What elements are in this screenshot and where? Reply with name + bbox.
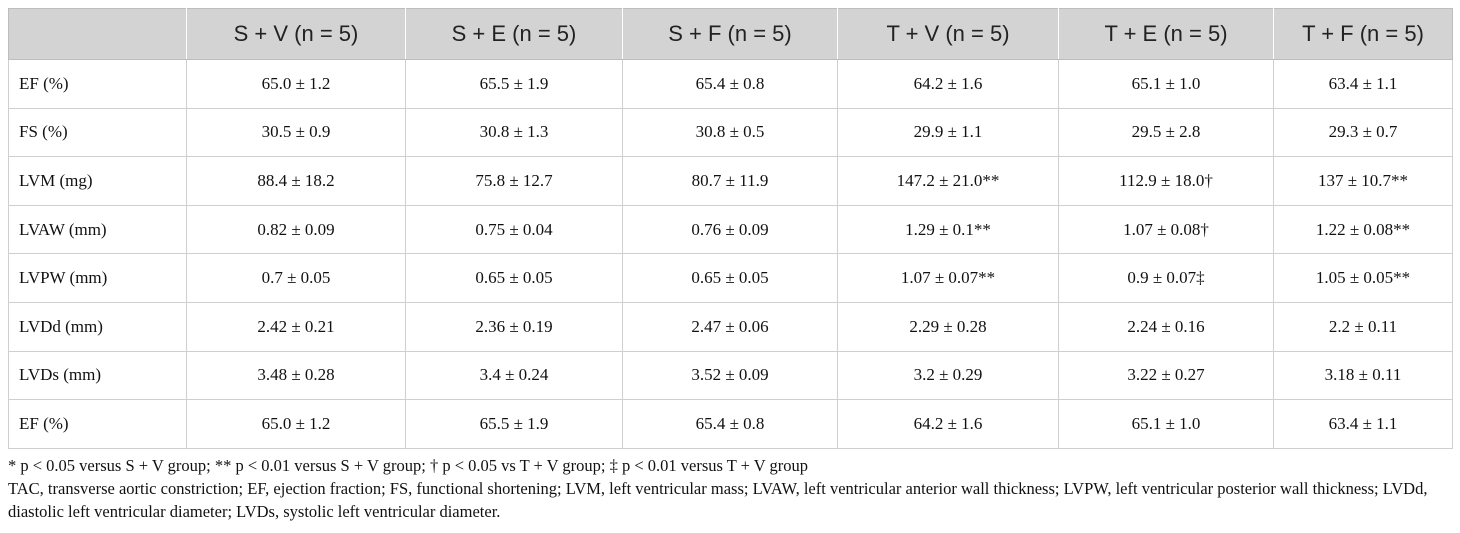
- table-cell: 1.22 ± 0.08**: [1273, 204, 1453, 255]
- table-row: LVAW (mm) 0.82 ± 0.09 0.75 ± 0.04 0.76 ±…: [8, 204, 1453, 255]
- table-cell: 80.7 ± 11.9: [622, 156, 838, 206]
- table-cell: 3.4 ± 0.24: [405, 350, 623, 401]
- table-cell: 65.5 ± 1.9: [405, 399, 623, 449]
- table-cell: 88.4 ± 18.2: [186, 156, 406, 206]
- table-row: FS (%) 30.5 ± 0.9 30.8 ± 1.3 30.8 ± 0.5 …: [8, 107, 1453, 158]
- table-cell: 2.29 ± 0.28: [837, 301, 1059, 352]
- header-cell-t-v: T + V (n = 5): [837, 8, 1059, 60]
- row-label: LVDd (mm): [8, 301, 187, 352]
- table-cell: 29.9 ± 1.1: [837, 107, 1059, 158]
- table-cell: 1.07 ± 0.08†: [1058, 204, 1274, 255]
- table-cell: 1.07 ± 0.07**: [837, 253, 1059, 303]
- table-cell: 1.29 ± 0.1**: [837, 204, 1059, 255]
- table-cell: 0.9 ± 0.07‡: [1058, 253, 1274, 303]
- abbreviations-footnote: TAC, transverse aortic constriction; EF,…: [8, 479, 1428, 521]
- table-cell: 2.42 ± 0.21: [186, 301, 406, 352]
- table-cell: 65.0 ± 1.2: [186, 399, 406, 449]
- table-cell: 65.1 ± 1.0: [1058, 399, 1274, 449]
- header-cell-s-e: S + E (n = 5): [405, 8, 623, 60]
- table-cell: 30.8 ± 1.3: [405, 107, 623, 158]
- table-cell: 2.36 ± 0.19: [405, 301, 623, 352]
- table-cell: 0.76 ± 0.09: [622, 204, 838, 255]
- table-cell: 65.1 ± 1.0: [1058, 59, 1274, 109]
- table-row: LVPW (mm) 0.7 ± 0.05 0.65 ± 0.05 0.65 ± …: [8, 253, 1453, 303]
- table-footnotes: * p < 0.05 versus S + V group; ** p < 0.…: [8, 454, 1452, 523]
- table-cell: 65.0 ± 1.2: [186, 59, 406, 109]
- header-cell-empty: [8, 8, 187, 60]
- row-label: LVDs (mm): [8, 350, 187, 401]
- table-cell: 64.2 ± 1.6: [837, 59, 1059, 109]
- header-cell-t-f: T + F (n = 5): [1273, 8, 1453, 60]
- table-cell: 0.82 ± 0.09: [186, 204, 406, 255]
- table-cell: 3.48 ± 0.28: [186, 350, 406, 401]
- table-cell: 137 ± 10.7**: [1273, 156, 1453, 206]
- row-label: LVAW (mm): [8, 204, 187, 255]
- table-cell: 0.7 ± 0.05: [186, 253, 406, 303]
- table-header-row: S + V (n = 5) S + E (n = 5) S + F (n = 5…: [8, 8, 1453, 60]
- table-cell: 29.5 ± 2.8: [1058, 107, 1274, 158]
- table-cell: 63.4 ± 1.1: [1273, 59, 1453, 109]
- table-row: LVDs (mm) 3.48 ± 0.28 3.4 ± 0.24 3.52 ± …: [8, 350, 1453, 401]
- table-cell: 0.65 ± 0.05: [622, 253, 838, 303]
- echo-table-container: S + V (n = 5) S + E (n = 5) S + F (n = 5…: [8, 8, 1453, 449]
- table-cell: 65.4 ± 0.8: [622, 399, 838, 449]
- table-cell: 64.2 ± 1.6: [837, 399, 1059, 449]
- table-cell: 0.75 ± 0.04: [405, 204, 623, 255]
- row-label: FS (%): [8, 107, 187, 158]
- table-cell: 1.05 ± 0.05**: [1273, 253, 1453, 303]
- table-cell: 65.4 ± 0.8: [622, 59, 838, 109]
- significance-footnote: * p < 0.05 versus S + V group; ** p < 0.…: [8, 456, 809, 475]
- echocardiography-table: S + V (n = 5) S + E (n = 5) S + F (n = 5…: [8, 8, 1453, 449]
- table-row: LVM (mg) 88.4 ± 18.2 75.8 ± 12.7 80.7 ± …: [8, 156, 1453, 206]
- table-cell: 30.8 ± 0.5: [622, 107, 838, 158]
- table-cell: 65.5 ± 1.9: [405, 59, 623, 109]
- table-row: EF (%) 65.0 ± 1.2 65.5 ± 1.9 65.4 ± 0.8 …: [8, 399, 1453, 449]
- table-cell: 2.2 ± 0.11: [1273, 301, 1453, 352]
- table-cell: 29.3 ± 0.7: [1273, 107, 1453, 158]
- table-cell: 2.47 ± 0.06: [622, 301, 838, 352]
- table-cell: 147.2 ± 21.0**: [837, 156, 1059, 206]
- row-label: EF (%): [8, 399, 187, 449]
- table-cell: 3.2 ± 0.29: [837, 350, 1059, 401]
- table-cell: 30.5 ± 0.9: [186, 107, 406, 158]
- table-row: LVDd (mm) 2.42 ± 0.21 2.36 ± 0.19 2.47 ±…: [8, 301, 1453, 352]
- table-cell: 3.52 ± 0.09: [622, 350, 838, 401]
- table-cell: 75.8 ± 12.7: [405, 156, 623, 206]
- row-label: LVM (mg): [8, 156, 187, 206]
- table-row: EF (%) 65.0 ± 1.2 65.5 ± 1.9 65.4 ± 0.8 …: [8, 59, 1453, 109]
- row-label: EF (%): [8, 59, 187, 109]
- table-cell: 112.9 ± 18.0†: [1058, 156, 1274, 206]
- header-cell-t-e: T + E (n = 5): [1058, 8, 1274, 60]
- header-cell-s-v: S + V (n = 5): [186, 8, 406, 60]
- table-cell: 0.65 ± 0.05: [405, 253, 623, 303]
- table-cell: 3.18 ± 0.11: [1273, 350, 1453, 401]
- table-cell: 2.24 ± 0.16: [1058, 301, 1274, 352]
- header-cell-s-f: S + F (n = 5): [622, 8, 838, 60]
- table-cell: 3.22 ± 0.27: [1058, 350, 1274, 401]
- table-cell: 63.4 ± 1.1: [1273, 399, 1453, 449]
- row-label: LVPW (mm): [8, 253, 187, 303]
